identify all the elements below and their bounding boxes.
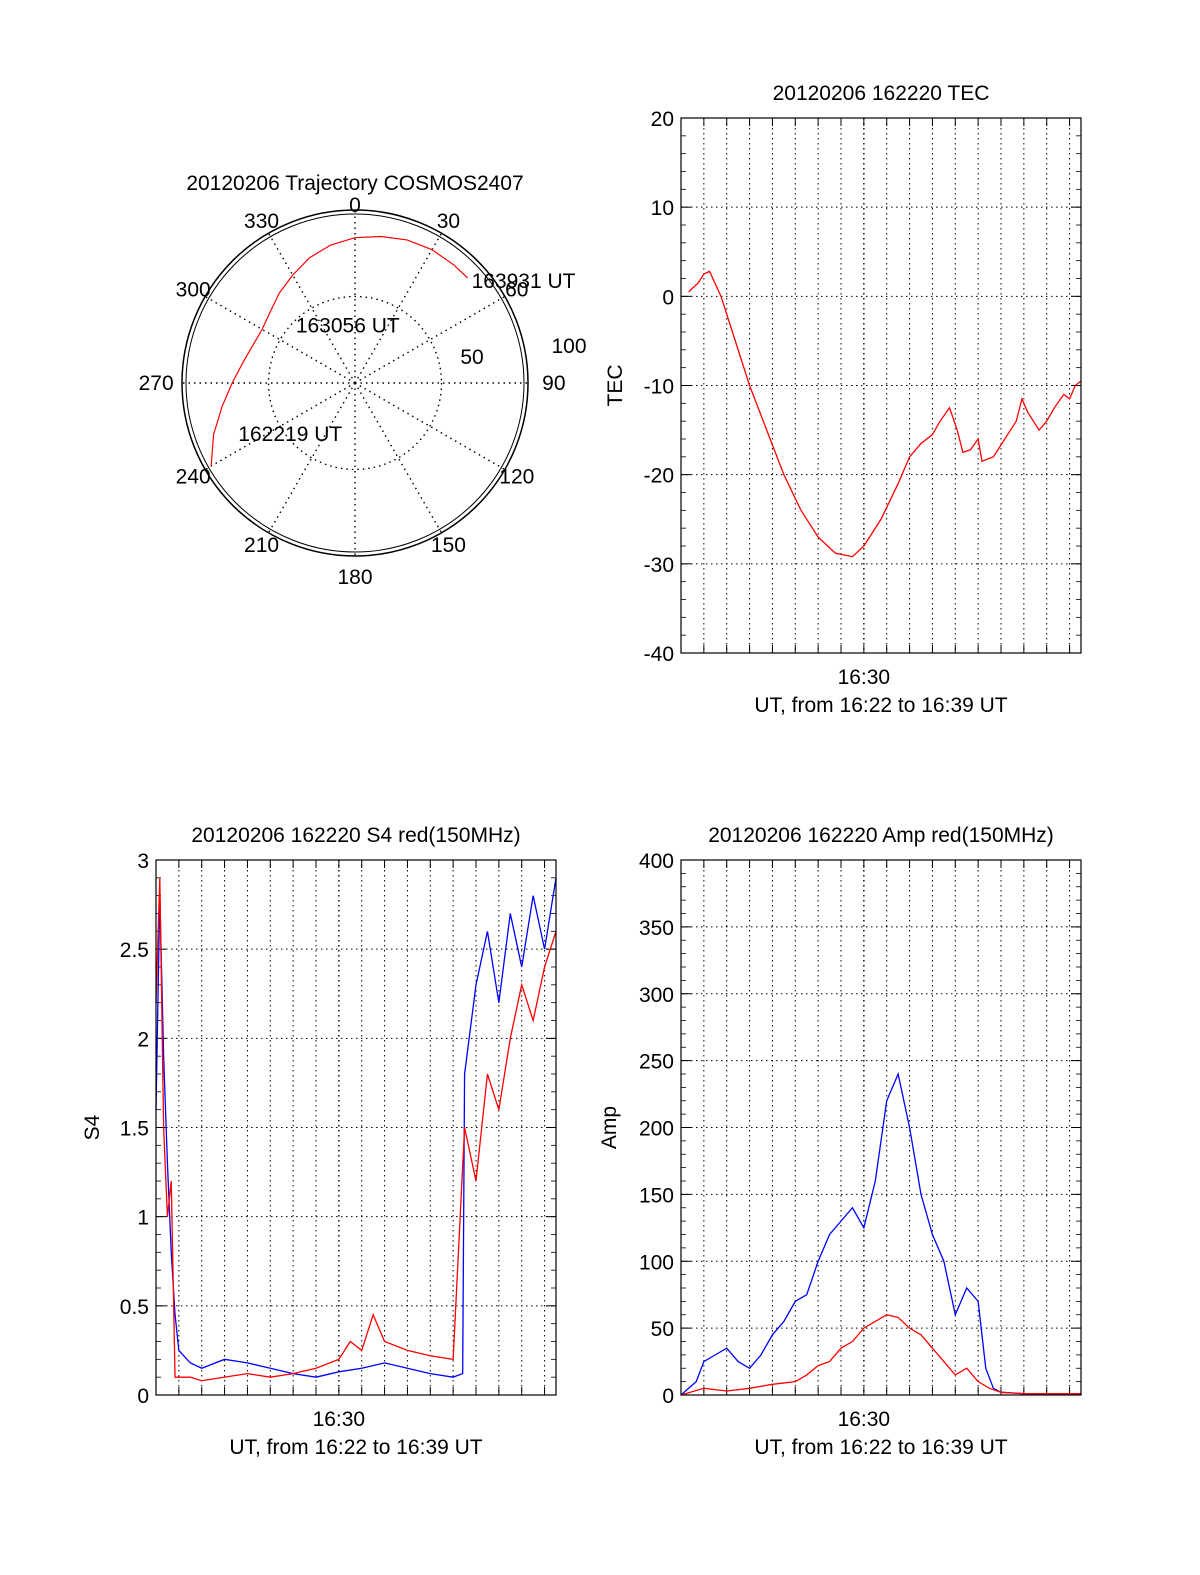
panel3-ytick-label: 250 (639, 1051, 674, 1074)
panel1-series-red (688, 270, 1082, 558)
polar-spoke (354, 382, 443, 534)
panel2-ytick-label: 3 (137, 850, 149, 873)
panel2-xlabel: UT, from 16:22 to 16:39 UT (229, 1436, 482, 1459)
polar-spoke (204, 295, 356, 384)
panel3-ytick-label: 100 (639, 1251, 674, 1274)
polar-inner-ring (185, 213, 525, 553)
polar-angle-label-240: 240 (176, 465, 211, 488)
panel3-ytick-label: 200 (639, 1118, 674, 1141)
panel1-xlabel: UT, from 16:22 to 16:39 UT (754, 694, 1007, 717)
polar-angle-label-120: 120 (499, 465, 534, 488)
polar-spoke (354, 295, 506, 384)
panel3-frame (680, 859, 1082, 1396)
polar-outer-ring (181, 209, 529, 557)
polar-angle-label-300: 300 (176, 279, 211, 302)
panel2-ytick-label: 1.5 (120, 1118, 149, 1141)
panel2-ytick-label: 0 (137, 1385, 149, 1408)
panel2-series-blue (155, 877, 557, 1378)
panel1-frame (680, 117, 1082, 654)
polar-angle-label-90: 90 (542, 372, 565, 395)
panel3-xtick-label: 16:30 (838, 1408, 891, 1431)
polar-spoke (354, 382, 506, 471)
polar-spoke (267, 382, 356, 534)
panel2-ytick-label: 2 (137, 1028, 149, 1051)
polar-annotation: 162219 UT (238, 423, 342, 446)
panel1-ylabel: TEC (604, 365, 627, 407)
panel3-title: 20120206 162220 Amp red(150MHz) (708, 824, 1054, 847)
polar-angle-label-30: 30 (437, 210, 460, 233)
panel3-ylabel: Amp (598, 1106, 621, 1149)
panel1-xtick-label: 16:30 (838, 666, 891, 689)
polar-spoke (204, 382, 356, 471)
polar-radial-label-100: 100 (551, 335, 586, 358)
polar-annotation: 163056 UT (296, 315, 400, 338)
polar-grid-circle (267, 295, 443, 471)
polar-spoke (267, 232, 356, 384)
polar-radial-label-50: 50 (460, 346, 483, 369)
polar-angle-label-0: 0 (349, 194, 361, 217)
panel2-frame (155, 859, 557, 1396)
panel1-ytick-label: 20 (651, 108, 674, 131)
panel1-ytick-label: -20 (644, 465, 674, 488)
panel2-ylabel: S4 (81, 1114, 104, 1140)
panel3-ytick-label: 0 (662, 1385, 674, 1408)
panel1-ytick-label: -10 (644, 376, 674, 399)
panel3-ytick-label: 300 (639, 984, 674, 1007)
polar-spoke (354, 232, 443, 384)
panel1-ytick-label: 10 (651, 197, 674, 220)
polar-title: 20120206 Trajectory COSMOS2407 (186, 172, 523, 195)
panel3-series-blue (680, 1071, 1081, 1396)
polar-angle-label-60: 60 (505, 279, 528, 302)
panel2-title: 20120206 162220 S4 red(150MHz) (191, 824, 520, 847)
panel2-xtick-label: 16:30 (313, 1408, 366, 1431)
panel2-ytick-label: 1 (137, 1207, 149, 1230)
panel2-ytick-label: 0.5 (120, 1296, 149, 1319)
panel3-ytick-label: 350 (639, 917, 674, 940)
panel1-title: 20120206 162220 TEC (773, 82, 990, 105)
polar-annotation: 163931 UT (472, 270, 576, 293)
panel3-xlabel: UT, from 16:22 to 16:39 UT (754, 1436, 1007, 1459)
panel3-ytick-label: 150 (639, 1184, 674, 1207)
panel2-ytick-label: 2.5 (120, 939, 149, 962)
panel1-ytick-label: -40 (644, 643, 674, 666)
polar-angle-label-150: 150 (431, 534, 466, 557)
panel3-ytick-label: 400 (639, 850, 674, 873)
polar-angle-label-270: 270 (139, 372, 174, 395)
panel3-ytick-label: 50 (651, 1318, 674, 1341)
panel1-ytick-label: 0 (662, 286, 674, 309)
panel2-series-red (155, 877, 557, 1382)
panel1-ytick-label: -30 (644, 554, 674, 577)
panel3-series-red (680, 1314, 1081, 1396)
polar-trajectory-line (210, 235, 469, 467)
polar-angle-label-180: 180 (337, 566, 372, 589)
polar-angle-label-210: 210 (244, 534, 279, 557)
polar-angle-label-330: 330 (244, 210, 279, 233)
